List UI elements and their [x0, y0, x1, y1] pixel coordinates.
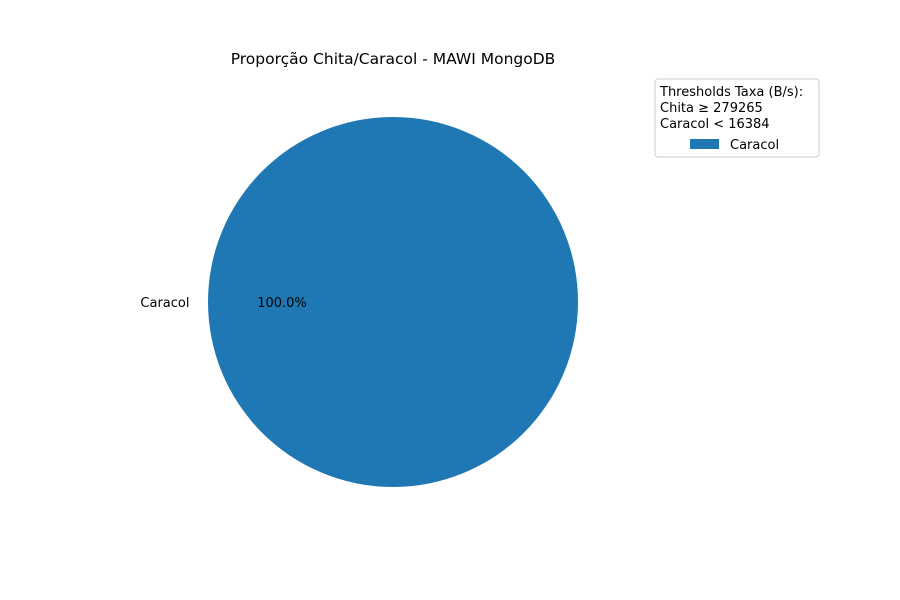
- legend-label-caracol: Caracol: [730, 138, 779, 153]
- legend-box: [654, 78, 820, 158]
- legend-title-line-3: Caracol < 16384: [660, 117, 770, 132]
- legend-title-line-1: Thresholds Taxa (B/s):: [659, 85, 803, 100]
- legend: Thresholds Taxa (B/s): Chita ≥ 279265 Ca…: [654, 78, 820, 158]
- legend-swatch-caracol: [690, 139, 719, 149]
- legend-entries: Caracol: [690, 138, 779, 153]
- chart-title: Proporção Chita/Caracol - MAWI MongoDB: [231, 50, 556, 68]
- pie-slice-caracol: [208, 117, 578, 487]
- pie-slices: [208, 117, 578, 487]
- pie-pct-label-caracol: 100.0%: [257, 296, 307, 311]
- legend-title-line-2: Chita ≥ 279265: [660, 101, 763, 116]
- pie-labels: Caracol 100.0%: [140, 296, 306, 311]
- pie-label-caracol: Caracol: [140, 296, 189, 311]
